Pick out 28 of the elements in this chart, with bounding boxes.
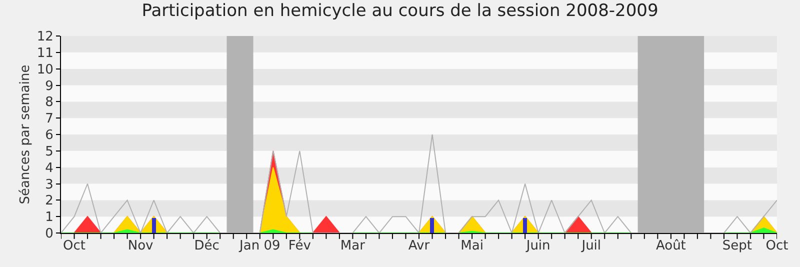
- y-tick-label: 9: [45, 78, 54, 94]
- x-tick-label: Fév: [288, 238, 312, 254]
- x-tick-label: Oct: [63, 238, 86, 254]
- x-tick-label: Avr: [408, 238, 430, 254]
- y-tick-label: 6: [45, 128, 54, 144]
- x-tick-label: Jan 09: [238, 238, 280, 254]
- x-tick-label: Juil: [580, 238, 602, 254]
- x-tick-label: Juin: [525, 238, 550, 254]
- x-tick-label: Oct: [766, 238, 788, 254]
- y-tick-label: 5: [45, 144, 54, 160]
- y-tick-label: 3: [45, 177, 54, 192]
- y-tick-label: 1: [45, 210, 54, 226]
- y-tick-label: 10: [36, 62, 54, 78]
- y-tick-label: 7: [45, 112, 54, 127]
- y-tick-label: 12: [36, 30, 54, 45]
- y-tick-label: 2: [45, 194, 54, 209]
- x-tick-label: Août: [656, 238, 686, 254]
- y-tick-label: 0: [45, 226, 54, 242]
- y-tick-label: 4: [45, 160, 54, 176]
- x-tick-label: Mar: [340, 238, 366, 254]
- x-tick-label: Déc: [194, 238, 220, 254]
- y-tick-label: 8: [45, 95, 54, 110]
- x-tick-label: Nov: [128, 238, 154, 254]
- y-tick-label: 11: [36, 46, 54, 61]
- chart-title: Participation en hemicycle au cours de la session 2008-2009: [142, 0, 658, 21]
- x-tick-label: Mai: [460, 238, 484, 254]
- x-tick-label: Sept: [722, 238, 752, 254]
- y-axis-title: Séances par semaine: [18, 64, 33, 204]
